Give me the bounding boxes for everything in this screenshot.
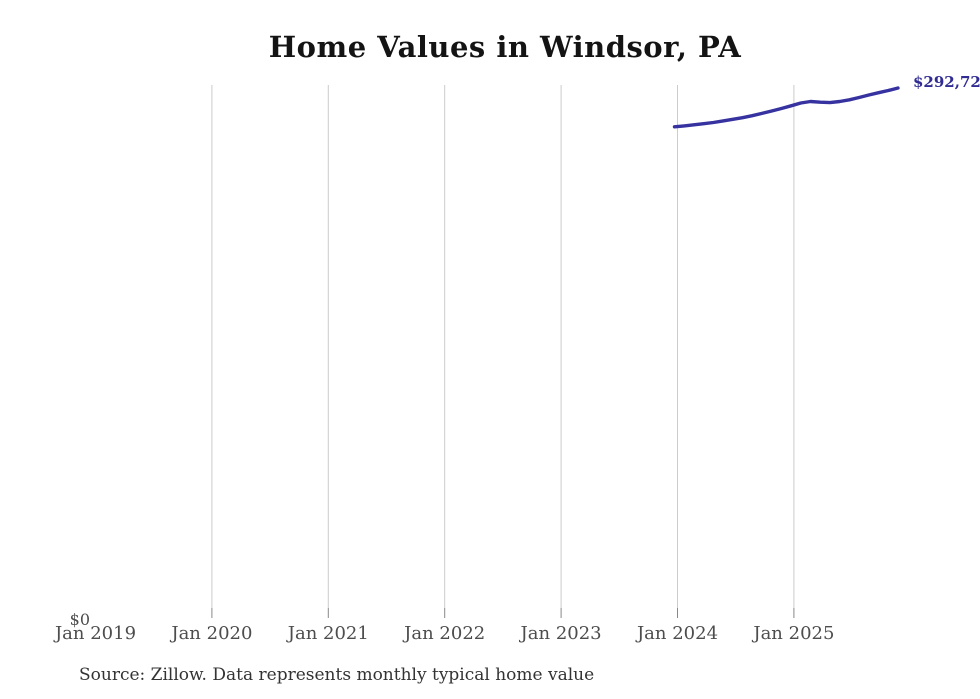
x-tick-label-jan-2025: Jan 2025 (753, 623, 835, 644)
year-gridlines (211, 85, 795, 608)
source-note: Source: Zillow. Data represents monthly … (79, 665, 595, 685)
x-axis-ticks (211, 608, 795, 618)
x-tick-label-jan-2023: Jan 2023 (520, 623, 602, 644)
home-value-line (672, 86, 900, 129)
x-tick-label-jan-2021: Jan 2021 (287, 623, 369, 644)
latest-value-label: $292,72 (913, 73, 980, 91)
x-tick-label-jan-2022: Jan 2022 (404, 623, 486, 644)
x-tick-label-jan-2019: Jan 2019 (54, 623, 137, 644)
y-axis-zero-label: $0 (69, 610, 90, 629)
chart-title: Home Values in Windsor, PA (268, 30, 742, 64)
x-tick-label-jan-2020: Jan 2020 (171, 623, 253, 644)
x-tick-label-jan-2024: Jan 2024 (636, 623, 719, 644)
